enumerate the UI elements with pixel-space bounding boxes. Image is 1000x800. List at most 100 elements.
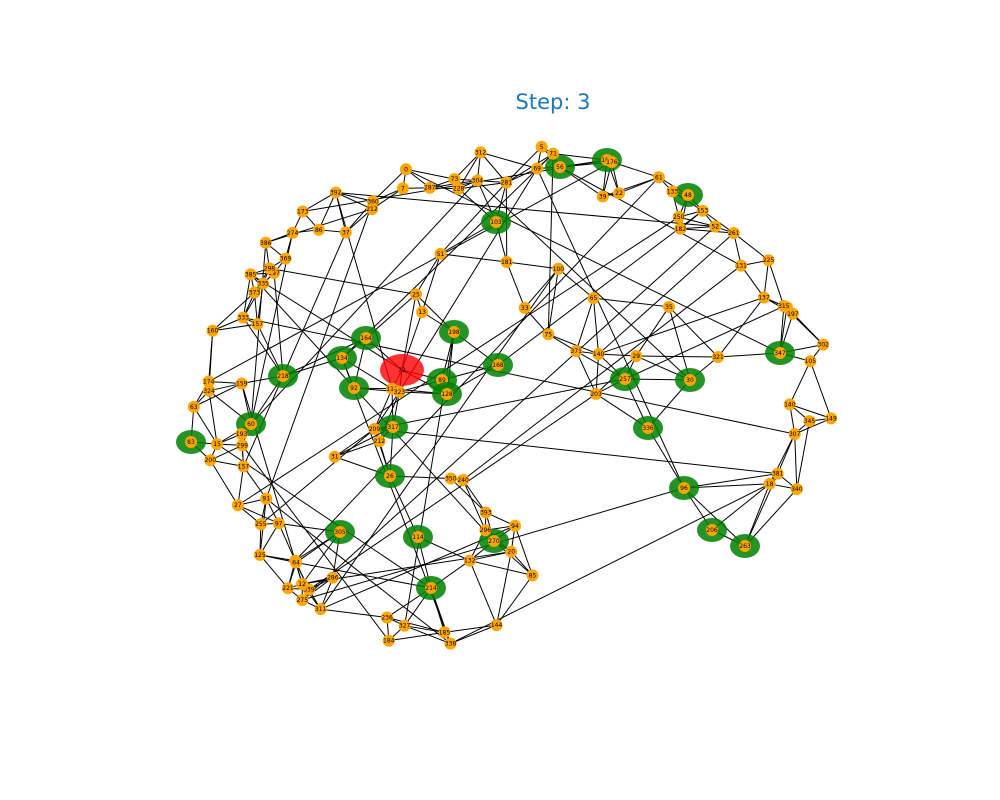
graph-edge [250,242,267,425]
graph-edge [237,466,244,506]
graph-edge [371,187,404,210]
node-label: 75 [544,331,552,338]
graph-node: 149 [825,412,838,425]
graph-node: 114 [403,525,433,549]
graph-node: 184 [382,634,395,647]
node-label: 263 [739,543,751,550]
node-label: 255 [255,521,267,528]
node-marker [771,467,784,480]
graph-edge [469,560,498,626]
node-marker [245,418,257,430]
node-marker [662,300,675,313]
graph-edge [404,625,445,633]
node-label: 30 [686,377,694,384]
graph-node: 12 [296,577,309,590]
graph-edge [763,260,770,298]
node-marker [479,506,492,519]
node-label: 197 [787,311,799,318]
graph-edge [450,624,497,645]
node-label: 286 [327,575,339,582]
node-label: 228 [453,186,465,193]
graph-node: 96 [669,476,699,500]
graph-edge [683,487,746,547]
graph-edge [794,433,798,490]
node-label: 125 [254,552,266,559]
graph-edge [505,146,542,183]
node-label: 307 [789,431,801,438]
graph-node: 174 [202,375,215,388]
node-marker [254,518,267,531]
node-marker [490,619,503,632]
node-label: 29 [632,353,640,360]
node-label: 52 [711,224,719,231]
node-label: 274 [287,230,299,237]
graph-node: 299 [236,439,249,452]
graph-node: 27 [231,499,244,512]
graph-node: 369 [279,252,292,265]
graph-edge [372,168,407,202]
node-marker [360,332,372,344]
graph-node: 33 [518,301,531,314]
node-marker [237,311,250,324]
graph-node: 20 [505,545,518,558]
graph-edge [506,153,554,184]
node-marker [314,603,327,616]
graph-node: 92 [339,376,369,400]
graph-node: 94 [508,519,521,532]
node-marker [777,300,790,313]
graph-node: 311 [314,603,327,616]
graph-edge [458,182,507,190]
node-marker [444,637,457,650]
graph-node: 336 [633,416,663,440]
node-marker [696,204,709,217]
node-marker [612,187,625,200]
graph-node: 255 [254,518,267,531]
graph-edge [559,166,742,267]
graph-edge [243,317,795,435]
node-label: 33 [521,305,529,312]
node-label: 160 [207,328,219,335]
graph-edge [514,525,533,576]
node-label: 345 [804,418,816,425]
graph-edge [405,168,455,180]
figure-title: Step: 3 [515,90,591,114]
graph-node: 7 [396,182,409,195]
node-marker [518,301,531,314]
graph-node: 393 [479,506,492,519]
node-marker [490,216,502,228]
graph-edge [335,192,374,202]
node-label: 114 [412,534,424,541]
node-marker [235,377,248,390]
graph-node: 26 [375,464,405,488]
graph-edge [548,333,599,355]
node-label: 385 [245,271,257,278]
graph-node: 212 [365,203,378,216]
node-marker [448,326,460,338]
node-label: 324 [203,388,215,395]
graph-edge [668,306,719,358]
graph-node: 140 [783,398,796,411]
graph-edge [398,168,538,393]
graph-edge [212,292,255,332]
node-label: 311 [315,606,327,613]
node-marker [236,439,249,452]
node-marker [531,162,544,175]
node-label: 212 [374,438,386,445]
graph-edge [598,353,637,357]
node-marker [326,571,339,584]
graph-node: 133 [666,185,679,198]
node-label: 338 [445,641,457,648]
node-label: 200 [205,457,217,464]
node-marker [328,450,341,463]
node-label: 92 [350,385,358,392]
graph-node: 307 [788,428,801,441]
graph-edge [575,297,594,352]
node-marker [259,236,272,249]
node-marker [348,382,360,394]
graph-edge [386,616,445,633]
node-marker [329,186,342,199]
node-label: 350 [445,475,457,482]
graph-node: 75 [542,328,555,341]
node-label: 157 [252,321,264,328]
node-label: 15 [213,441,221,448]
